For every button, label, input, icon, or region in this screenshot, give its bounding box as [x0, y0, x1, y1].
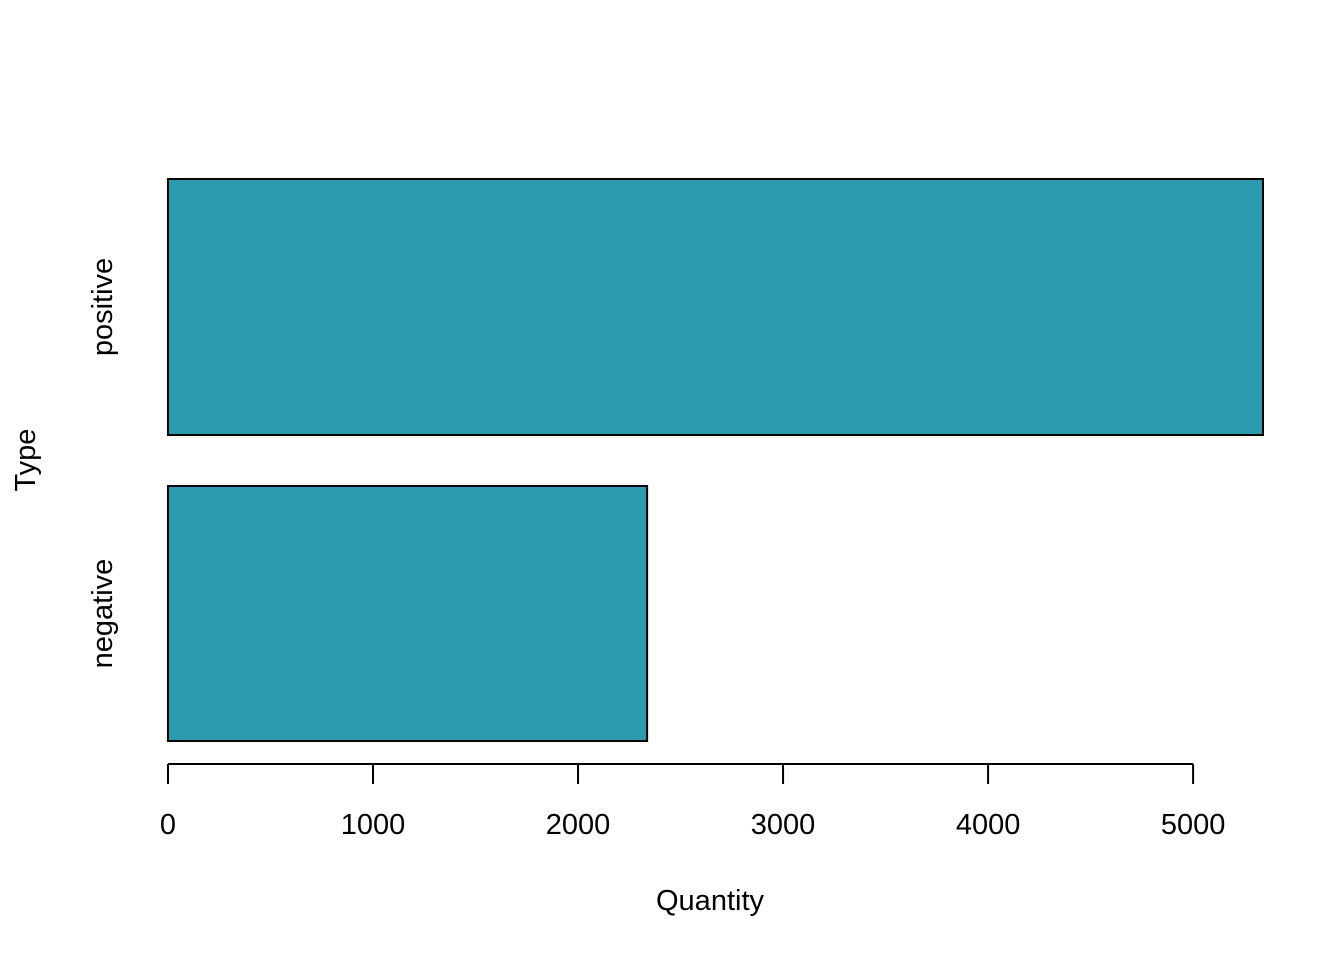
x-tick-label-5000: 5000 [1161, 809, 1226, 841]
x-tick-label-1000: 1000 [341, 809, 406, 841]
bars-group [168, 179, 1263, 741]
x-axis: 0 1000 2000 3000 4000 5000 [160, 764, 1225, 841]
x-tick-label-2000: 2000 [546, 809, 611, 841]
category-labels-group: negative positive [87, 258, 119, 668]
x-tick-label-3000: 3000 [751, 809, 816, 841]
bar-positive [168, 179, 1263, 435]
y-axis-title: Type [10, 429, 42, 492]
category-label-positive: positive [87, 258, 119, 356]
category-label-negative: negative [87, 559, 119, 669]
bar-negative [168, 486, 647, 741]
x-tick-label-0: 0 [160, 809, 176, 841]
x-tick-label-4000: 4000 [956, 809, 1021, 841]
x-axis-title: Quantity [656, 885, 764, 917]
